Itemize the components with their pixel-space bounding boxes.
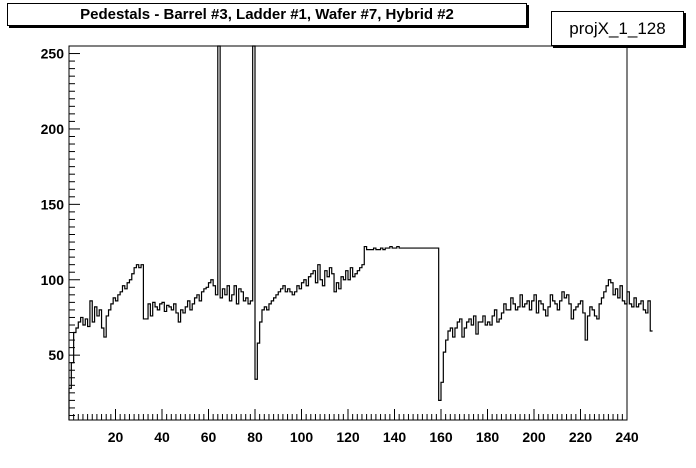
chart-title: Pedestals - Barrel #3, Ladder #1, Wafer … — [7, 3, 527, 26]
x-tick-label: 100 — [290, 429, 314, 445]
x-tick-label: 180 — [476, 429, 500, 445]
x-tick-label: 160 — [429, 429, 453, 445]
x-tick-label: 120 — [336, 429, 360, 445]
histogram-line — [68, 45, 653, 420]
y-tick-label: 50 — [48, 347, 64, 363]
y-tick-label: 150 — [41, 196, 65, 212]
plot-frame — [68, 45, 628, 421]
axes: 20 40 60 80 100 120 140 160 180 200 220 240 50 100 150… — [41, 45, 639, 445]
x-tick-label: 240 — [615, 429, 639, 445]
x-tick-label: 200 — [522, 429, 546, 445]
x-tick-label: 40 — [154, 429, 170, 445]
x-tick-label: 80 — [247, 429, 263, 445]
y-tick-label: 100 — [41, 272, 65, 288]
x-tick-label: 20 — [108, 429, 124, 445]
x-tick-label: 60 — [201, 429, 217, 445]
x-tick-label: 140 — [383, 429, 407, 445]
y-tick-label: 200 — [41, 121, 65, 137]
x-tick-label: 220 — [569, 429, 593, 445]
y-tick-label: 250 — [41, 46, 65, 62]
histogram-series — [68, 45, 653, 420]
